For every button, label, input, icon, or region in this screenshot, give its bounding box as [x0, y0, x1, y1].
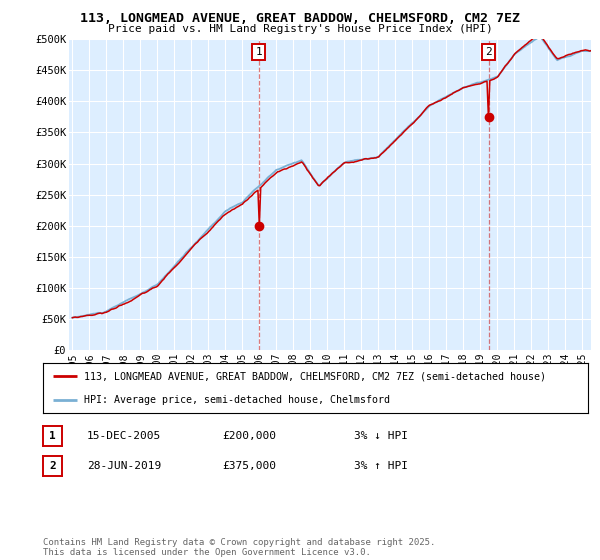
Text: 1: 1 — [256, 46, 262, 57]
Text: £200,000: £200,000 — [222, 431, 276, 441]
Text: 1: 1 — [49, 431, 56, 441]
Text: 113, LONGMEAD AVENUE, GREAT BADDOW, CHELMSFORD, CM2 7EZ: 113, LONGMEAD AVENUE, GREAT BADDOW, CHEL… — [80, 12, 520, 25]
Text: 3% ↓ HPI: 3% ↓ HPI — [354, 431, 408, 441]
Text: HPI: Average price, semi-detached house, Chelmsford: HPI: Average price, semi-detached house,… — [84, 395, 390, 405]
Text: £375,000: £375,000 — [222, 461, 276, 471]
Text: 28-JUN-2019: 28-JUN-2019 — [87, 461, 161, 471]
Text: 113, LONGMEAD AVENUE, GREAT BADDOW, CHELMSFORD, CM2 7EZ (semi-detached house): 113, LONGMEAD AVENUE, GREAT BADDOW, CHEL… — [84, 371, 546, 381]
Text: 3% ↑ HPI: 3% ↑ HPI — [354, 461, 408, 471]
Text: Contains HM Land Registry data © Crown copyright and database right 2025.
This d: Contains HM Land Registry data © Crown c… — [43, 538, 436, 557]
Text: 15-DEC-2005: 15-DEC-2005 — [87, 431, 161, 441]
Text: 2: 2 — [49, 461, 56, 471]
Text: 2: 2 — [485, 46, 492, 57]
Text: Price paid vs. HM Land Registry's House Price Index (HPI): Price paid vs. HM Land Registry's House … — [107, 24, 493, 34]
